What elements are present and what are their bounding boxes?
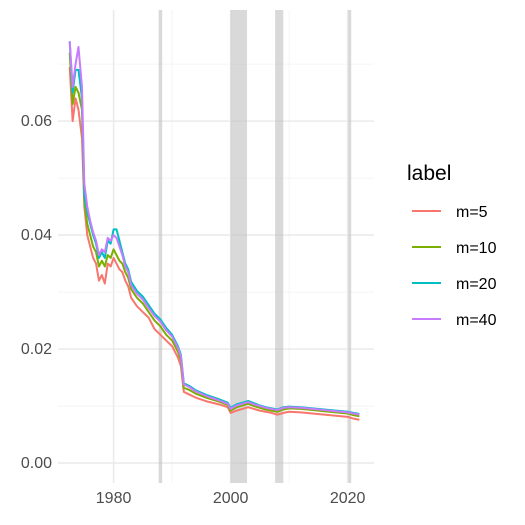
shaded-period [348, 10, 352, 483]
legend-label: m=10 [456, 240, 497, 257]
shaded-period [158, 10, 163, 483]
legend-label: m=20 [456, 276, 497, 293]
legend: label m=5 m=10 m=20 m=40 [407, 162, 497, 329]
shaded-periods [158, 10, 352, 483]
series-line [68, 41, 360, 416]
legend-label: m=40 [456, 312, 497, 329]
x-axis: 1980 2000 2020 [96, 490, 366, 507]
shaded-period [230, 10, 248, 483]
x-tick-label: 1980 [96, 490, 132, 507]
x-tick-label: 2020 [330, 490, 366, 507]
series-line [68, 66, 360, 421]
x-tick-label: 2000 [213, 490, 249, 507]
minor-gridlines [58, 10, 374, 483]
legend-label: m=5 [456, 204, 488, 221]
major-gridlines [58, 10, 374, 483]
series-line [68, 52, 360, 418]
y-tick-label: 0.02 [21, 341, 52, 358]
shaded-period [275, 10, 284, 483]
y-axis: 0.00 0.02 0.04 0.06 [21, 113, 52, 472]
legend-title: label [407, 162, 451, 185]
series-lines [68, 41, 360, 421]
y-tick-label: 0.04 [21, 227, 52, 244]
y-tick-label: 0.00 [21, 455, 52, 472]
y-tick-label: 0.06 [21, 113, 52, 130]
